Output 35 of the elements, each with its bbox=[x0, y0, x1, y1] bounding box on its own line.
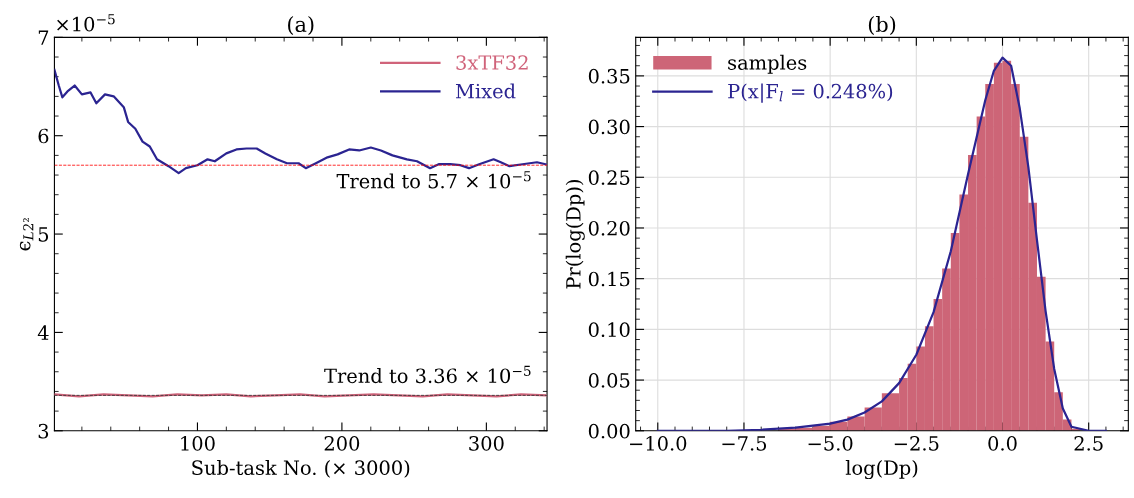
x-tick-label: −5.0 bbox=[808, 435, 853, 451]
x-tick-label: 0.0 bbox=[988, 435, 1017, 451]
x-tick-label: 300 bbox=[469, 435, 504, 451]
x-tick-label: 2.5 bbox=[1074, 435, 1103, 451]
y-axis-title: Pr(log(Dp)) bbox=[565, 180, 585, 289]
y-axis-title: ϵ$_{L2²}$ bbox=[19, 218, 34, 251]
y-tick-label: 0.00 bbox=[588, 423, 630, 439]
x-tick-label: −2.5 bbox=[894, 435, 939, 451]
chart-title: (b) bbox=[868, 15, 896, 36]
y-tick-label: 3 bbox=[38, 423, 49, 439]
x-axis-title: log(Dp) bbox=[845, 460, 918, 480]
y-tick-label: 0.05 bbox=[588, 373, 630, 388]
legend-label: samples bbox=[728, 54, 807, 74]
text: Mixed bbox=[455, 83, 516, 99]
legend-label: P(x|F$_{l}$ = 0.248%) bbox=[728, 83, 893, 103]
y-tick-label: 0.30 bbox=[588, 119, 630, 135]
x-tick-label: 100 bbox=[181, 435, 215, 451]
x-tick-label: 200 bbox=[324, 435, 360, 451]
ref-line-label: Trend to 5.7 × 10$^{−5}$ bbox=[336, 171, 531, 189]
text: 3xTF32 bbox=[456, 55, 528, 70]
y-tick-label: 0.10 bbox=[588, 322, 630, 338]
y-tick-label: 0.20 bbox=[588, 220, 630, 236]
y-tick-label: 5 bbox=[38, 227, 49, 242]
y-tick-label: 0.25 bbox=[588, 170, 630, 185]
chart-title: (a) bbox=[288, 15, 314, 36]
y-tick-label: 6 bbox=[38, 128, 49, 144]
y-tick-label: 4 bbox=[37, 325, 49, 340]
y-tick-label: 0.35 bbox=[588, 68, 630, 84]
ref-line-label: Trend to 3.36 × 10$^{−5}$ bbox=[324, 365, 531, 384]
x-axis-title: Sub-task No. (× 3000) bbox=[192, 460, 410, 478]
y-tick-label: 0.15 bbox=[588, 271, 630, 287]
x-tick-label: −10.0 bbox=[630, 435, 687, 451]
text: ×10$^{−5}$ bbox=[57, 14, 115, 32]
x-tick-label: −7.5 bbox=[722, 436, 767, 451]
y-tick-label: 7 bbox=[38, 30, 49, 45]
